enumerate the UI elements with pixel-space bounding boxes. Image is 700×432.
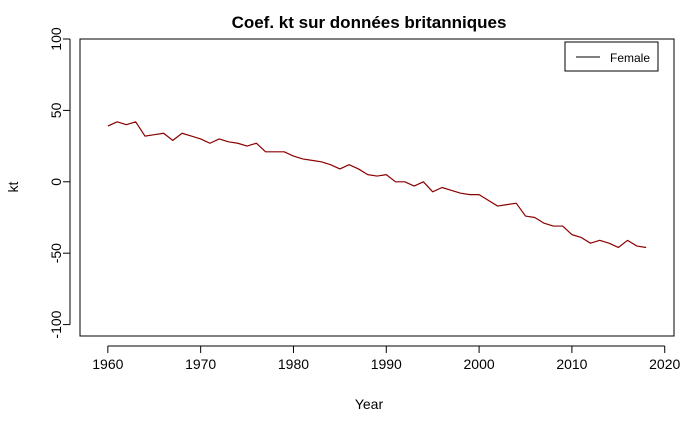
y-tick-label: 100 (48, 27, 64, 51)
x-tick-label: 1980 (278, 356, 309, 372)
x-tick-label: 2000 (464, 356, 495, 372)
x-tick-label: 2010 (556, 356, 587, 372)
y-tick-label: 0 (48, 178, 64, 186)
legend-label-female: Female (610, 51, 650, 65)
x-axis-label: Year (355, 396, 384, 412)
x-tick-label: 1970 (185, 356, 216, 372)
y-tick-label: -100 (48, 310, 64, 338)
x-tick-label: 2020 (649, 356, 680, 372)
series-line-female (107, 121, 647, 249)
legend: Female (564, 41, 659, 72)
y-axis: -100 -50 0 50 100 (48, 27, 71, 339)
x-tick-label: 1990 (371, 356, 402, 372)
plot-frame (79, 38, 675, 337)
series-layer (107, 121, 647, 249)
x-tick-label: 1960 (92, 356, 123, 372)
y-tick-label: -50 (48, 243, 64, 263)
y-axis-label: kt (5, 181, 21, 192)
y-tick-label: 50 (48, 102, 64, 118)
chart-title: Coef. kt sur données britanniques (232, 13, 507, 32)
x-axis: 1960 1970 1980 1990 2000 2010 2020 (92, 345, 680, 372)
